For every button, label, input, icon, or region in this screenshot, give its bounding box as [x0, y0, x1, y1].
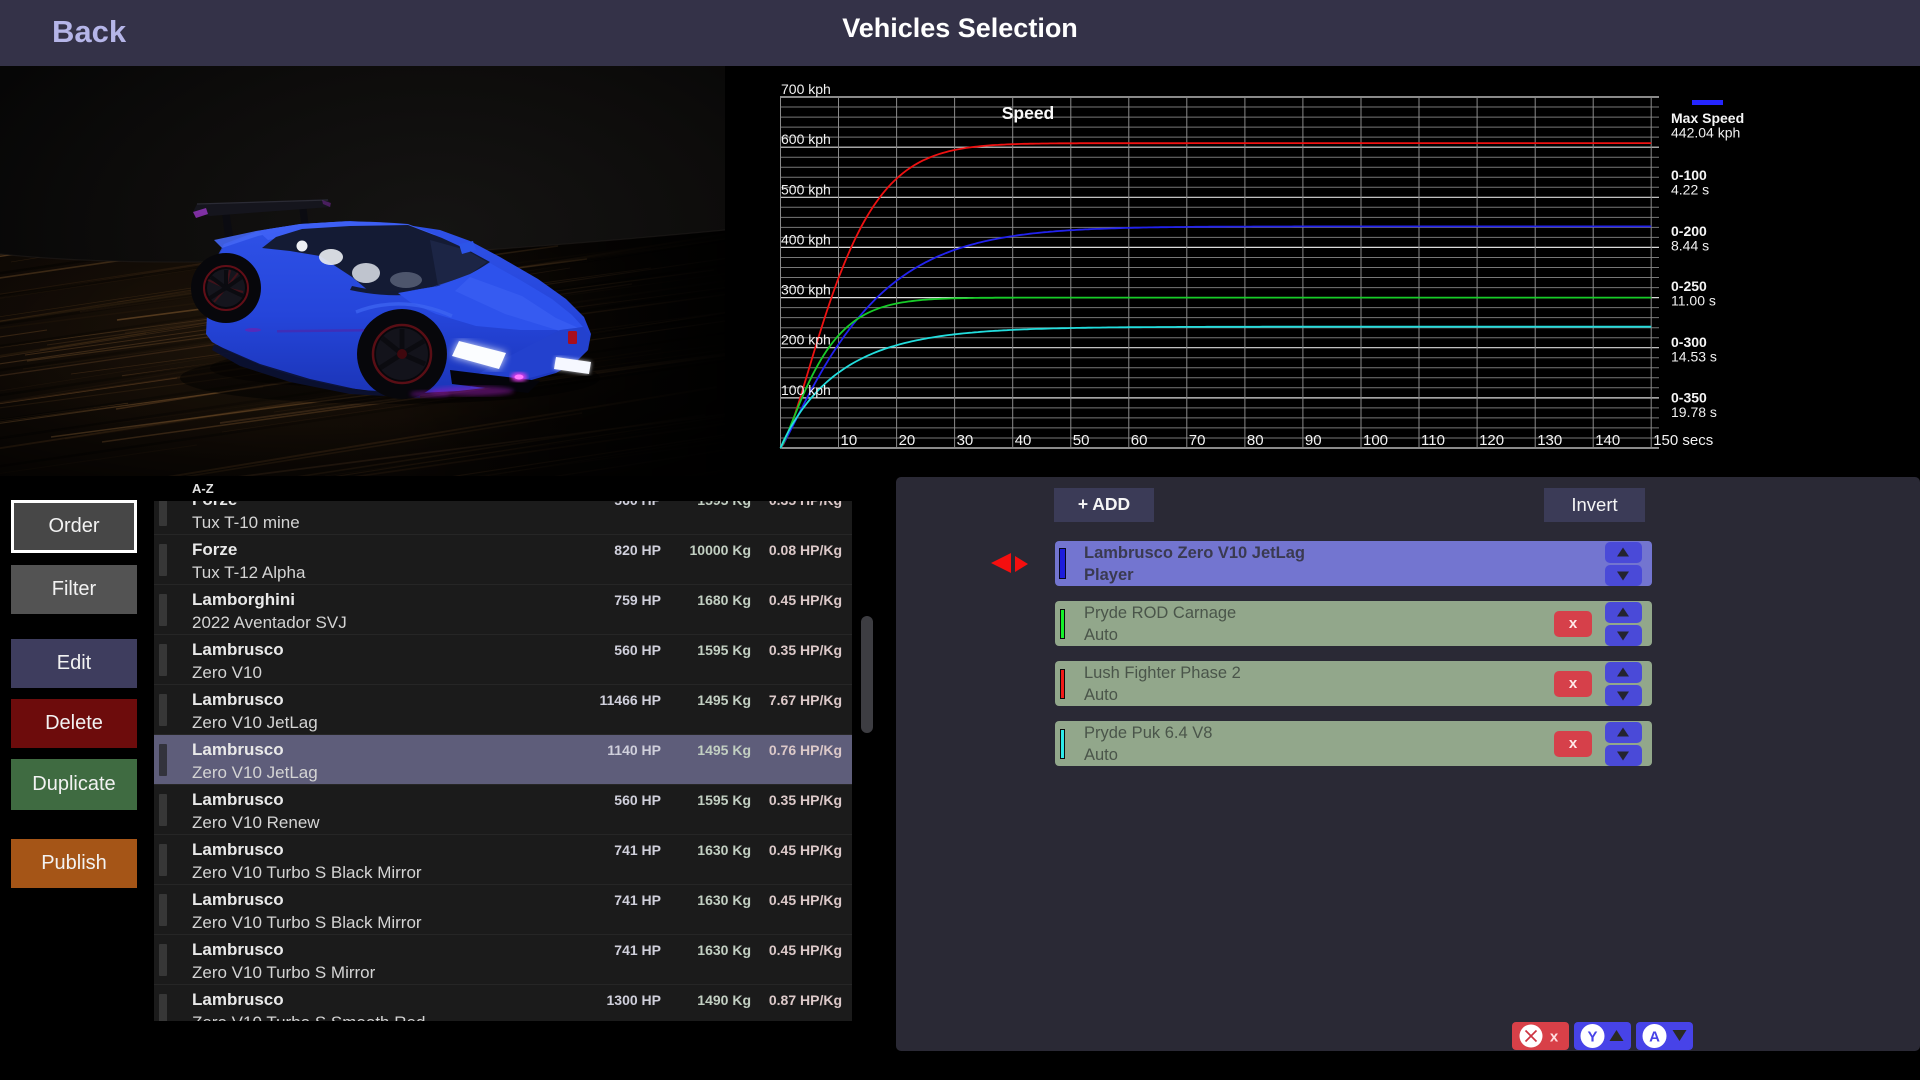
svg-text:19.78 s: 19.78 s — [1671, 404, 1717, 420]
svg-text:70: 70 — [1189, 432, 1206, 449]
svg-text:80: 80 — [1247, 432, 1264, 449]
svg-text:442.04 kph: 442.04 kph — [1671, 125, 1740, 141]
svg-text:500 kph: 500 kph — [781, 181, 831, 197]
svg-text:10: 10 — [841, 432, 858, 449]
svg-text:90: 90 — [1305, 432, 1322, 449]
svg-text:0-100: 0-100 — [1671, 167, 1707, 183]
svg-text:50: 50 — [1073, 432, 1090, 449]
svg-text:110: 110 — [1421, 432, 1445, 449]
svg-text:150 secs: 150 secs — [1653, 432, 1713, 449]
svg-text:20: 20 — [899, 432, 916, 449]
svg-text:30: 30 — [957, 432, 974, 449]
svg-text:0-350: 0-350 — [1671, 390, 1707, 406]
svg-text:0-300: 0-300 — [1671, 334, 1707, 350]
svg-text:100 kph: 100 kph — [781, 382, 831, 398]
svg-text:200 kph: 200 kph — [781, 332, 831, 348]
svg-text:Max Speed: Max Speed — [1671, 110, 1744, 126]
svg-text:0-250: 0-250 — [1671, 278, 1707, 294]
svg-text:Y: Y — [1587, 1029, 1597, 1046]
svg-text:300 kph: 300 kph — [781, 282, 831, 298]
svg-text:4.22 s: 4.22 s — [1671, 182, 1709, 198]
svg-text:60: 60 — [1131, 432, 1148, 449]
svg-text:A: A — [1649, 1029, 1660, 1046]
svg-text:14.53 s: 14.53 s — [1671, 349, 1717, 365]
svg-text:400 kph: 400 kph — [781, 231, 831, 247]
svg-text:130: 130 — [1537, 432, 1562, 449]
svg-text:100: 100 — [1363, 432, 1388, 449]
svg-text:120: 120 — [1479, 432, 1504, 449]
svg-text:600 kph: 600 kph — [781, 131, 831, 147]
svg-text:0-200: 0-200 — [1671, 223, 1707, 239]
svg-text:140: 140 — [1595, 432, 1620, 449]
svg-text:40: 40 — [1015, 432, 1032, 449]
svg-text:8.44 s: 8.44 s — [1671, 238, 1709, 254]
svg-text:Speed: Speed — [1002, 103, 1055, 123]
svg-text:700 kph: 700 kph — [781, 81, 831, 97]
svg-text:x: x — [1550, 1029, 1559, 1046]
svg-text:11.00 s: 11.00 s — [1671, 293, 1716, 309]
